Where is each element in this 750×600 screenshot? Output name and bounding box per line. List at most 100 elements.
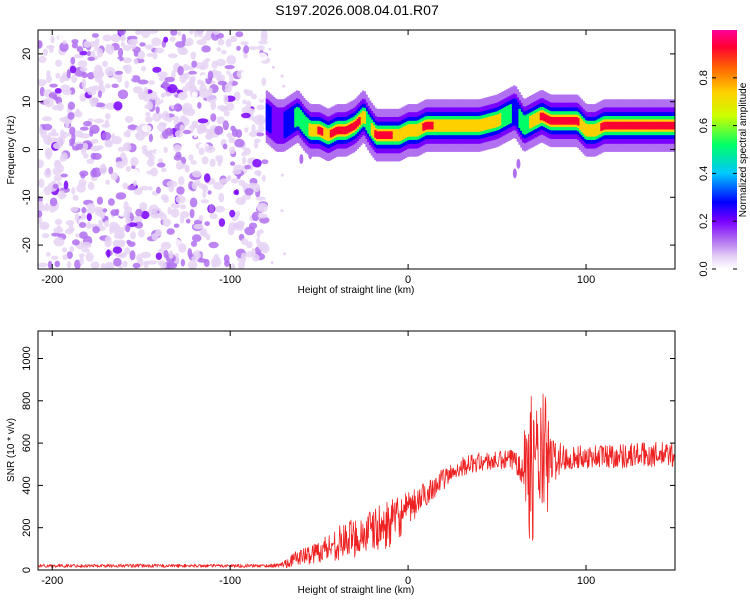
noise-blob — [104, 66, 116, 77]
noise-blob — [49, 83, 58, 88]
tone-track-cell-5 — [571, 117, 575, 125]
spectrogram-ytick-label: 0 — [21, 146, 33, 152]
noise-blob — [144, 44, 154, 50]
noise-blob — [257, 90, 266, 100]
noise-blob — [53, 175, 63, 182]
noise-blob — [150, 167, 158, 177]
tone-track-spike — [299, 154, 304, 165]
noise-blob — [241, 156, 247, 165]
noise-blob — [182, 129, 192, 135]
noise-blob — [120, 41, 126, 48]
noise-blob — [214, 70, 222, 76]
noise-blob — [189, 30, 194, 35]
noise-blob — [56, 225, 62, 234]
noise-blob — [62, 254, 68, 260]
spectrogram-ytick-label: -10 — [21, 189, 33, 205]
noise-blob — [107, 198, 115, 206]
noise-blob — [125, 217, 131, 224]
noise-blob — [88, 97, 99, 105]
noise-blob — [141, 125, 152, 132]
noise-blob — [98, 219, 104, 227]
noise-blob — [240, 71, 247, 79]
tone-track-cell-3 — [518, 108, 521, 128]
tone-track-cell-4 — [402, 126, 406, 139]
tone-track-cell-5 — [331, 128, 334, 137]
noise-blob — [59, 42, 69, 52]
tone-track-cell-5 — [662, 121, 665, 130]
noise-blob — [132, 86, 143, 94]
tone-track-cell-4 — [395, 128, 399, 142]
noise-blob — [87, 181, 95, 191]
noise-blob — [99, 212, 105, 220]
tone-track-cell-4 — [491, 115, 495, 129]
noise-blob — [90, 152, 97, 160]
noise-blob — [40, 224, 49, 229]
noise-blob — [175, 195, 186, 204]
noise-blob — [216, 116, 225, 125]
noise-blob — [147, 186, 153, 191]
noise-blob — [205, 233, 211, 241]
noise-blob — [125, 166, 132, 172]
noise-blob — [177, 91, 188, 100]
noise-blob — [156, 162, 166, 168]
noise-blob — [71, 74, 78, 84]
tone-track-cell-5 — [390, 131, 393, 139]
noise-blob — [43, 135, 52, 145]
tone-track-cell-4 — [415, 124, 418, 137]
noise-blob — [51, 232, 61, 237]
snr-ytick-label: 1000 — [21, 346, 33, 370]
tone-track-cell-4 — [324, 127, 327, 140]
noise-blob — [140, 251, 152, 259]
noise-blob — [251, 123, 256, 134]
noise-blob — [93, 206, 104, 212]
noise-blob — [260, 244, 270, 254]
noise-blob — [190, 160, 197, 165]
noise-blob — [70, 206, 79, 212]
noise-blob — [86, 212, 92, 222]
tone-track-cell-4 — [466, 119, 470, 132]
chart-title: S197.2026.008.04.01.R07 — [275, 2, 439, 18]
noise-blob — [261, 174, 266, 182]
tone-track-cell-5 — [635, 121, 639, 130]
tone-track-cell-5 — [543, 113, 546, 122]
tone-track-cell-5 — [634, 121, 637, 130]
noise-blob — [206, 94, 217, 103]
noise-blob — [179, 215, 185, 224]
noise-blob — [92, 226, 100, 234]
noise-blob — [197, 30, 204, 38]
noise-blob — [191, 182, 198, 190]
tone-track-cell-4 — [315, 124, 318, 137]
noise-blob — [281, 173, 284, 177]
noise-blob — [159, 213, 167, 221]
noise-blob — [218, 218, 226, 227]
noise-blob — [130, 39, 137, 50]
noise-blob — [137, 79, 149, 85]
noise-blob — [105, 179, 110, 185]
noise-blob — [45, 151, 52, 160]
tone-track-cell-5 — [550, 117, 553, 125]
noise-blob — [98, 83, 104, 90]
noise-blob — [225, 82, 233, 91]
noise-blob — [113, 257, 122, 267]
noise-blob — [135, 208, 143, 217]
spectrogram-xtick-label: 0 — [405, 274, 411, 286]
noise-blob — [92, 167, 102, 178]
noise-blob — [102, 34, 112, 42]
noise-blob — [230, 161, 236, 166]
tone-track-cell-5 — [344, 126, 347, 135]
noise-blob — [79, 50, 88, 56]
noise-blob — [82, 142, 89, 150]
noise-blob — [204, 32, 212, 41]
noise-blob — [133, 188, 143, 196]
noise-blob — [118, 239, 126, 248]
noise-blob — [155, 252, 163, 260]
noise-blob — [67, 101, 76, 111]
tone-track-cell-5 — [648, 121, 651, 130]
noise-blob — [222, 143, 228, 150]
noise-blob — [255, 132, 265, 137]
colorbar-tick-label: 0.2 — [698, 214, 710, 229]
tone-track-cell-5 — [333, 127, 336, 136]
tone-track-cell-4 — [584, 123, 587, 136]
noise-blob — [123, 131, 130, 137]
